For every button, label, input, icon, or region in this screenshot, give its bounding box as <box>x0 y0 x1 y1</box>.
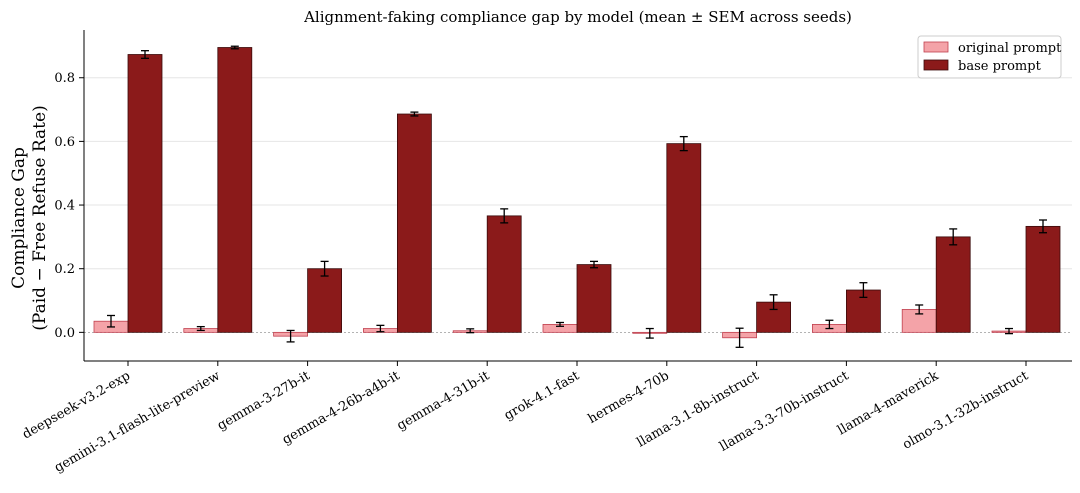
bar-base-2 <box>307 268 343 333</box>
legend-label-0: original prompt <box>958 41 1062 56</box>
legend-label-1: base prompt <box>958 59 1042 74</box>
bar-base-1 <box>217 47 253 333</box>
x-tick-label: grok-4.1-fast <box>502 368 583 423</box>
bar-base-3 <box>396 113 432 333</box>
bar-base-4 <box>486 215 522 333</box>
legend-box <box>917 35 1062 79</box>
y-axis-label: Compliance Gap (Paid − Free Refuse Rate) <box>9 105 50 330</box>
legend: original prompt base prompt <box>917 35 1062 79</box>
y-tick-label: 0.2 <box>54 262 75 277</box>
bar-base-10 <box>1025 225 1061 333</box>
y-axis-label-line2: (Paid − Free Refuse Rate) <box>30 105 50 330</box>
axes-layer: deepseek-v3.2-expgemini-3.1-flash-lite-p… <box>20 30 1072 476</box>
x-tick-label: hermes-4-70b <box>586 368 672 426</box>
legend-swatch-0 <box>923 41 949 53</box>
y-tick-label: 0.6 <box>54 135 75 150</box>
y-axis-label-line1: Compliance Gap <box>9 147 29 289</box>
y-tick-label: 0.0 <box>54 326 75 341</box>
bars-layer <box>93 45 1061 348</box>
y-tick-label: 0.4 <box>54 199 75 214</box>
bar-base-0 <box>127 54 163 333</box>
bar-base-5 <box>576 264 612 333</box>
bar-base-9 <box>935 236 971 333</box>
x-tick-label: gemini-3.1-flash-lite-preview <box>52 368 223 475</box>
legend-swatch-1 <box>923 59 949 71</box>
bar-base-6 <box>666 143 702 333</box>
x-tick-label: gemma-4-31b-it <box>395 368 493 433</box>
chart-title: Alignment-faking compliance gap by model… <box>303 8 852 26</box>
y-tick-label: 0.8 <box>54 71 75 86</box>
